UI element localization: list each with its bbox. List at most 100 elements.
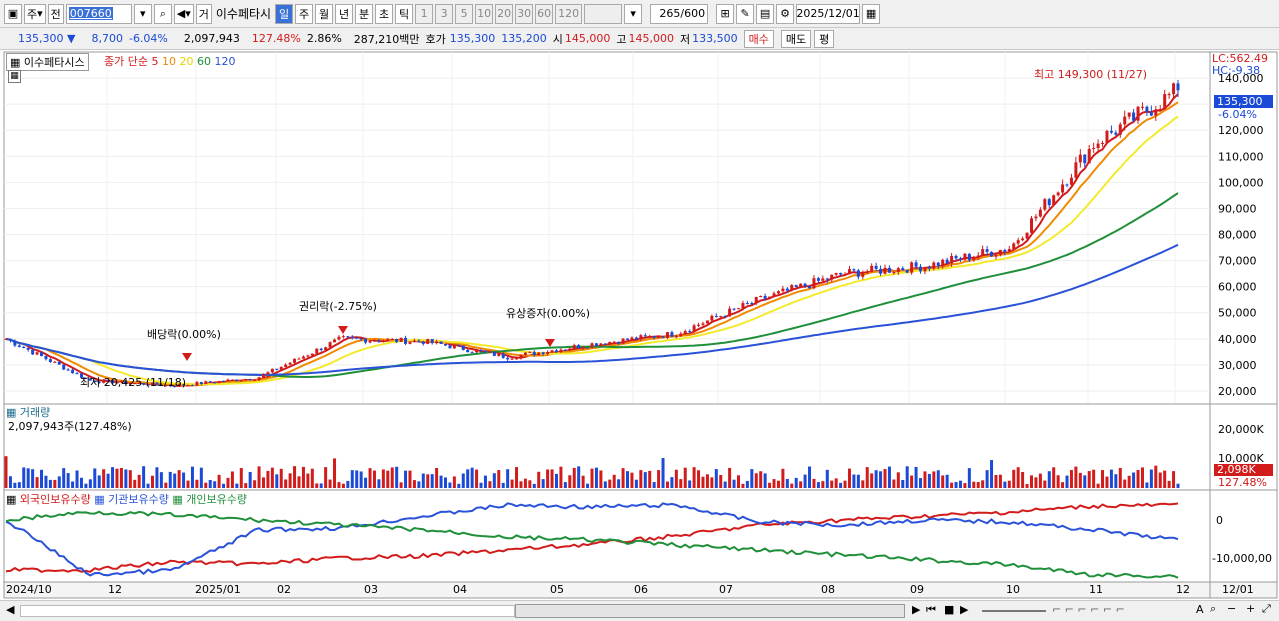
volume-value: 2,097,943 bbox=[183, 32, 240, 45]
period-day[interactable]: 일 bbox=[275, 3, 294, 24]
save-icon[interactable]: ▤ bbox=[756, 3, 775, 24]
buy-button[interactable]: 매수 bbox=[743, 29, 774, 48]
period-week[interactable]: 주 bbox=[295, 3, 314, 24]
date-input[interactable]: 2025/12/01 bbox=[796, 3, 861, 24]
market-select[interactable]: 주 ▾ bbox=[24, 3, 46, 24]
scroll-thumb[interactable] bbox=[515, 604, 905, 618]
volume-bar bbox=[1034, 477, 1038, 488]
prev-button[interactable]: 전 bbox=[47, 3, 64, 24]
stock-code-input[interactable]: 007660 bbox=[65, 3, 132, 24]
minute-1[interactable]: 1 bbox=[415, 3, 434, 24]
candle-body bbox=[168, 385, 172, 387]
layout-icon[interactable]: ▣ bbox=[4, 3, 22, 24]
candle-body bbox=[763, 295, 767, 299]
x-label-09: 09 bbox=[910, 583, 924, 596]
minute-5[interactable]: 5 bbox=[455, 3, 474, 24]
candle-body bbox=[510, 358, 514, 360]
code-dropdown-icon[interactable]: ▾ bbox=[133, 3, 152, 24]
chart-stock-name[interactable]: ▦ 이수페타시스 bbox=[6, 53, 89, 71]
low-label: 저 bbox=[680, 32, 691, 46]
volume-bar bbox=[1132, 472, 1136, 488]
scroll-right-icon[interactable]: ▶ bbox=[912, 603, 921, 616]
stop-icon[interactable]: ■ bbox=[944, 603, 955, 616]
candle-body bbox=[355, 337, 359, 339]
draw-tool-icon[interactable]: ✎ bbox=[736, 3, 755, 24]
candle-body bbox=[1012, 243, 1016, 249]
count-display[interactable]: 265/600 bbox=[650, 3, 709, 24]
candle-body bbox=[88, 378, 92, 381]
volume-bar bbox=[1052, 467, 1056, 488]
candle-body bbox=[865, 271, 869, 274]
stock-chart[interactable]: 140,000130,000120,000110,000100,00090,00… bbox=[0, 50, 1279, 600]
minute-60[interactable]: 60 bbox=[535, 3, 554, 24]
scroll-track[interactable] bbox=[20, 605, 515, 617]
period-minute[interactable]: 분 bbox=[355, 3, 374, 24]
expand-icon[interactable]: ⤢ bbox=[1262, 602, 1271, 615]
scroll-left-icon[interactable]: ◀ bbox=[6, 603, 15, 616]
period-tick[interactable]: 틱 bbox=[395, 3, 414, 24]
candle-body bbox=[377, 340, 381, 342]
candle-body bbox=[115, 382, 119, 384]
volume-tick-10000k: 10,000K bbox=[1218, 452, 1264, 465]
minute-30[interactable]: 30 bbox=[515, 3, 534, 24]
period-month[interactable]: 월 bbox=[315, 3, 334, 24]
candle-body bbox=[288, 362, 292, 365]
tool-icons[interactable]: ⌐ ⌐ ⌐ ⌐ ⌐ ⌐ bbox=[1052, 603, 1125, 616]
volume-bar bbox=[62, 468, 66, 488]
volume-bar bbox=[1176, 483, 1180, 488]
volume-bar bbox=[790, 483, 794, 488]
rewind-icon[interactable]: ⏮ bbox=[926, 603, 936, 616]
candle-settings-icon[interactable]: ⊞ bbox=[716, 3, 735, 24]
custom-period-input[interactable] bbox=[584, 3, 623, 24]
minute-3[interactable]: 3 bbox=[435, 3, 454, 24]
volume-bar bbox=[963, 483, 967, 488]
volume-bar bbox=[1025, 483, 1029, 488]
volume-bar bbox=[737, 475, 740, 488]
minute-120[interactable]: 120 bbox=[555, 3, 583, 24]
volume-bar bbox=[674, 469, 678, 488]
volume-bar bbox=[106, 473, 110, 488]
volume-bar bbox=[1101, 470, 1105, 488]
volume-bar bbox=[1043, 480, 1047, 488]
candle-body bbox=[998, 249, 1002, 255]
volume-bar bbox=[515, 467, 519, 488]
minus-icon[interactable]: − bbox=[1227, 602, 1237, 615]
period-year[interactable]: 년 bbox=[335, 3, 354, 24]
volume-bar bbox=[1065, 475, 1069, 488]
gear-icon[interactable]: ⚙ bbox=[776, 3, 795, 24]
volume-bar bbox=[1118, 468, 1122, 488]
candle-body bbox=[93, 380, 97, 383]
volume-bar bbox=[17, 482, 21, 488]
ma-legend[interactable]: 종가 단순 5 10 20 60 120 bbox=[104, 53, 235, 69]
candle-body bbox=[839, 272, 843, 275]
minute-10[interactable]: 10 bbox=[475, 3, 494, 24]
x-label-10: 10 bbox=[1006, 583, 1020, 596]
calculator-icon[interactable]: ▦ bbox=[8, 70, 21, 83]
candle-body bbox=[111, 379, 115, 384]
candle-body bbox=[1140, 106, 1144, 108]
sound-icon[interactable]: ◀▾ bbox=[173, 3, 194, 24]
plus-icon[interactable]: + bbox=[1246, 602, 1256, 615]
candle-body bbox=[674, 336, 678, 338]
volume-bar bbox=[368, 468, 372, 488]
volume-bar bbox=[1078, 472, 1082, 488]
volume-bar bbox=[53, 479, 57, 488]
trade-button[interactable]: 거 bbox=[195, 3, 212, 24]
custom-period-dropdown-icon[interactable]: ▾ bbox=[624, 3, 643, 24]
sell-button[interactable]: 매도 bbox=[780, 29, 812, 48]
minute-20[interactable]: 20 bbox=[495, 3, 514, 24]
period-second[interactable]: 초 bbox=[375, 3, 394, 24]
zoom-icon[interactable]: ⌕ bbox=[1210, 602, 1217, 615]
calendar-icon[interactable]: ▦ bbox=[862, 3, 881, 24]
volume-bar bbox=[967, 468, 971, 488]
draw-icon[interactable]: A bbox=[1196, 603, 1204, 616]
even-button[interactable]: 평 bbox=[814, 29, 835, 48]
play-icon[interactable]: ▶ bbox=[960, 603, 969, 616]
candle-body bbox=[537, 352, 541, 355]
search-icon[interactable]: ⌕ bbox=[153, 3, 172, 24]
candle-body bbox=[350, 336, 354, 338]
candle-body bbox=[199, 382, 203, 385]
volume-bar bbox=[1087, 471, 1091, 488]
zoom-slider[interactable] bbox=[982, 610, 1046, 612]
volume-bar bbox=[217, 474, 221, 488]
